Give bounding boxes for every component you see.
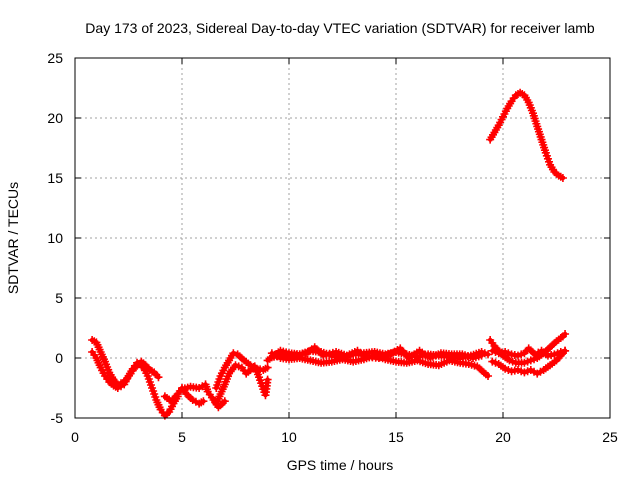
x-tick-label: 10 bbox=[281, 429, 297, 445]
data-point bbox=[263, 363, 272, 372]
data-point bbox=[477, 351, 486, 360]
data-point bbox=[154, 373, 163, 382]
data-series-seg4 bbox=[178, 380, 229, 412]
data-series-seg2 bbox=[88, 348, 163, 392]
data-series-seg9 bbox=[270, 343, 486, 362]
x-tick-label: 0 bbox=[71, 429, 79, 445]
y-tick-label: 25 bbox=[47, 50, 63, 66]
data-series-seg13 bbox=[488, 346, 570, 378]
data-series-seg12 bbox=[488, 344, 570, 360]
y-tick-label: 10 bbox=[47, 230, 63, 246]
chart-title: Day 173 of 2023, Sidereal Day-to-day VTE… bbox=[85, 20, 595, 36]
x-tick-label: 15 bbox=[388, 429, 404, 445]
y-axis-label: SDTVAR / TECUs bbox=[5, 182, 21, 294]
data-series-seg10 bbox=[486, 88, 567, 182]
axes: 0 5 10 15 20 25 -5 0 5 10 15 20 25 bbox=[47, 50, 618, 445]
data-point bbox=[263, 375, 272, 384]
data-point bbox=[229, 349, 238, 358]
x-tick-label: 20 bbox=[495, 429, 511, 445]
y-tick-label: 0 bbox=[55, 350, 63, 366]
data-point bbox=[561, 346, 570, 355]
y-tick-label: 5 bbox=[55, 290, 63, 306]
y-tick-label: 15 bbox=[47, 170, 63, 186]
y-tick-label: 20 bbox=[47, 110, 63, 126]
y-tick-label: -5 bbox=[51, 410, 64, 426]
data-point bbox=[558, 174, 567, 182]
data-series-seg6 bbox=[212, 361, 272, 408]
data-layer bbox=[88, 88, 570, 420]
data-point bbox=[561, 330, 570, 338]
x-tick-label: 25 bbox=[602, 429, 618, 445]
x-axis-label: GPS time / hours bbox=[287, 457, 394, 473]
x-tick-label: 5 bbox=[178, 429, 186, 445]
data-point bbox=[199, 397, 208, 406]
data-point bbox=[484, 372, 493, 380]
data-point bbox=[220, 397, 229, 406]
data-point bbox=[484, 350, 493, 359]
